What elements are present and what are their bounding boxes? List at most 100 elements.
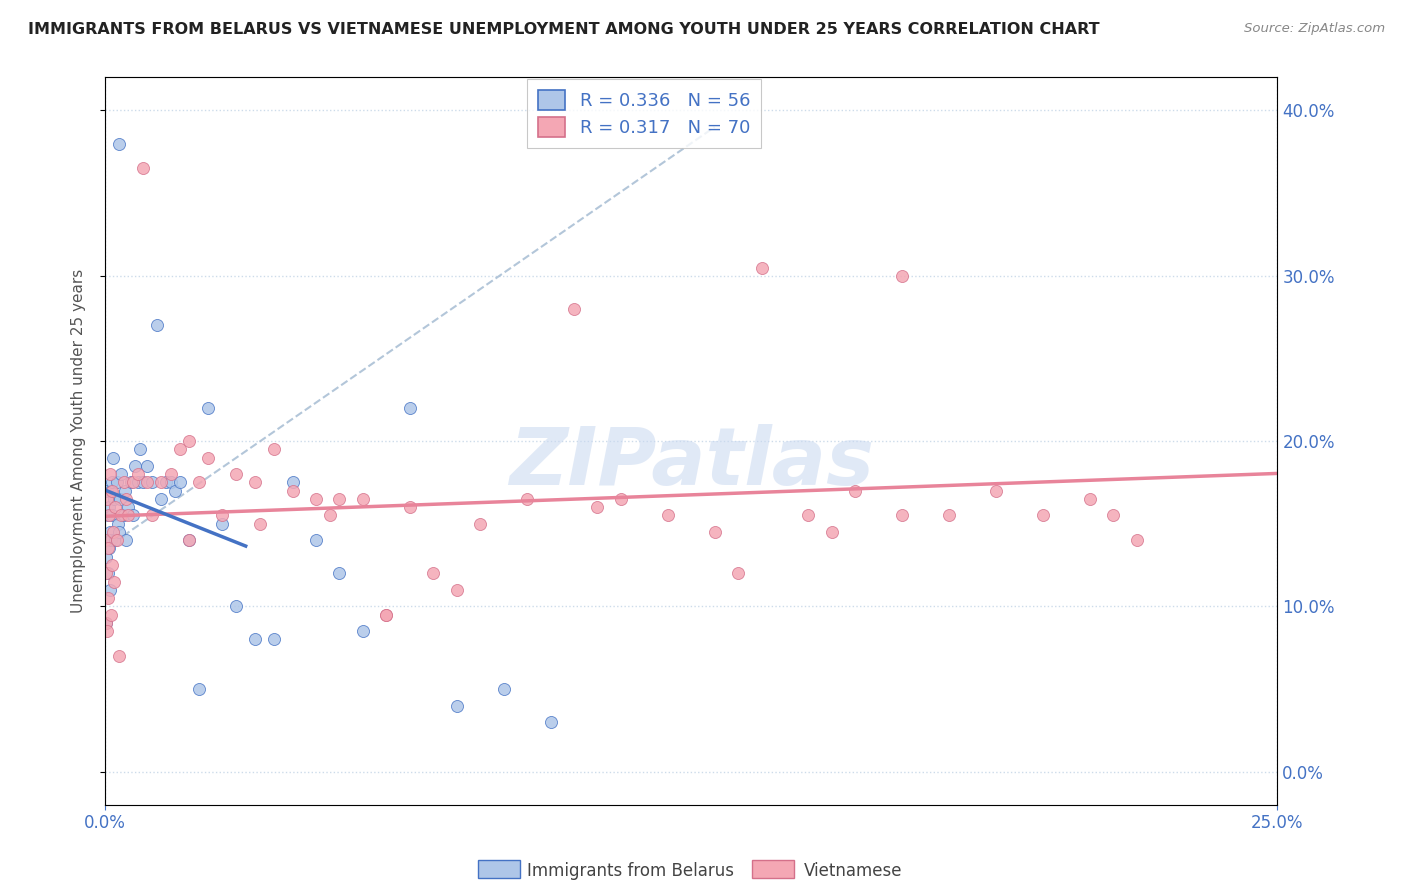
Point xyxy=(398,401,420,415)
Point xyxy=(129,442,152,457)
Point xyxy=(98,467,121,482)
Point xyxy=(103,574,125,589)
Point xyxy=(155,475,177,490)
Point xyxy=(375,607,398,622)
Point xyxy=(375,607,398,622)
Point xyxy=(516,491,538,506)
Text: IMMIGRANTS FROM BELARUS VS VIETNAMESE UNEMPLOYMENT AMONG YOUTH UNDER 25 YEARS CO: IMMIGRANTS FROM BELARUS VS VIETNAMESE UN… xyxy=(28,22,1099,37)
Point xyxy=(98,524,121,539)
Point xyxy=(159,467,181,482)
Point xyxy=(352,491,374,506)
Point xyxy=(197,401,219,415)
Text: Immigrants from Belarus: Immigrants from Belarus xyxy=(527,862,734,880)
Point xyxy=(263,632,285,647)
Point xyxy=(103,450,125,465)
Point xyxy=(938,508,960,523)
Point xyxy=(150,491,173,506)
Point xyxy=(108,524,131,539)
Point xyxy=(100,533,122,548)
Point xyxy=(179,434,201,448)
Point xyxy=(107,516,129,531)
Point xyxy=(97,541,120,556)
Point xyxy=(169,475,191,490)
Point xyxy=(211,516,233,531)
Point xyxy=(94,533,117,548)
Point xyxy=(120,475,142,490)
Point xyxy=(100,607,122,622)
Point xyxy=(145,318,167,333)
Point xyxy=(131,161,153,176)
Point xyxy=(159,475,181,490)
Point xyxy=(821,524,844,539)
Point xyxy=(422,566,444,581)
Point xyxy=(984,483,1007,498)
Point xyxy=(891,268,914,283)
Point xyxy=(97,591,120,605)
Point xyxy=(96,491,118,506)
Point xyxy=(131,475,153,490)
Point xyxy=(225,467,247,482)
Point xyxy=(165,483,187,498)
Point xyxy=(127,467,149,482)
Point xyxy=(110,467,132,482)
Text: ZIPatlas: ZIPatlas xyxy=(509,424,873,502)
Point xyxy=(249,516,271,531)
Point xyxy=(97,566,120,581)
Point xyxy=(115,533,138,548)
Point xyxy=(112,475,135,490)
Point xyxy=(101,483,124,498)
Point xyxy=(187,681,209,696)
Point xyxy=(1078,491,1101,506)
Point xyxy=(197,450,219,465)
Point xyxy=(122,475,145,490)
Point xyxy=(727,566,749,581)
Point xyxy=(103,491,125,506)
Point xyxy=(105,475,128,490)
Point xyxy=(127,475,149,490)
Point xyxy=(96,566,118,581)
Point xyxy=(122,508,145,523)
Point xyxy=(797,508,820,523)
Point xyxy=(562,301,585,316)
Point xyxy=(96,483,118,498)
Point xyxy=(179,533,201,548)
Point xyxy=(305,491,328,506)
Legend: R = 0.336   N = 56, R = 0.317   N = 70: R = 0.336 N = 56, R = 0.317 N = 70 xyxy=(527,79,761,148)
Point xyxy=(94,549,117,564)
Point xyxy=(243,632,266,647)
Point xyxy=(114,483,136,498)
Point xyxy=(281,483,304,498)
Point xyxy=(1125,533,1147,548)
Point xyxy=(110,508,132,523)
Point xyxy=(319,508,342,523)
Point xyxy=(446,582,468,597)
Point xyxy=(101,475,124,490)
Point xyxy=(97,508,120,523)
Point xyxy=(243,475,266,490)
Point xyxy=(141,475,163,490)
Point xyxy=(100,483,122,498)
Point xyxy=(751,260,773,275)
Point xyxy=(187,475,209,490)
Point xyxy=(98,500,121,515)
Point xyxy=(136,475,159,490)
Y-axis label: Unemployment Among Youth under 25 years: Unemployment Among Youth under 25 years xyxy=(72,268,86,613)
Point xyxy=(96,615,118,630)
Point xyxy=(108,491,131,506)
Text: Vietnamese: Vietnamese xyxy=(804,862,903,880)
Point xyxy=(225,599,247,614)
Point xyxy=(108,136,131,151)
Point xyxy=(97,541,120,556)
Point xyxy=(657,508,679,523)
Point xyxy=(169,442,191,457)
Point xyxy=(150,475,173,490)
Point xyxy=(96,533,118,548)
Point xyxy=(492,681,515,696)
Point xyxy=(141,508,163,523)
Point xyxy=(263,442,285,457)
Point xyxy=(703,524,725,539)
Point xyxy=(211,508,233,523)
Point xyxy=(179,533,201,548)
Point xyxy=(610,491,633,506)
Point xyxy=(844,483,866,498)
